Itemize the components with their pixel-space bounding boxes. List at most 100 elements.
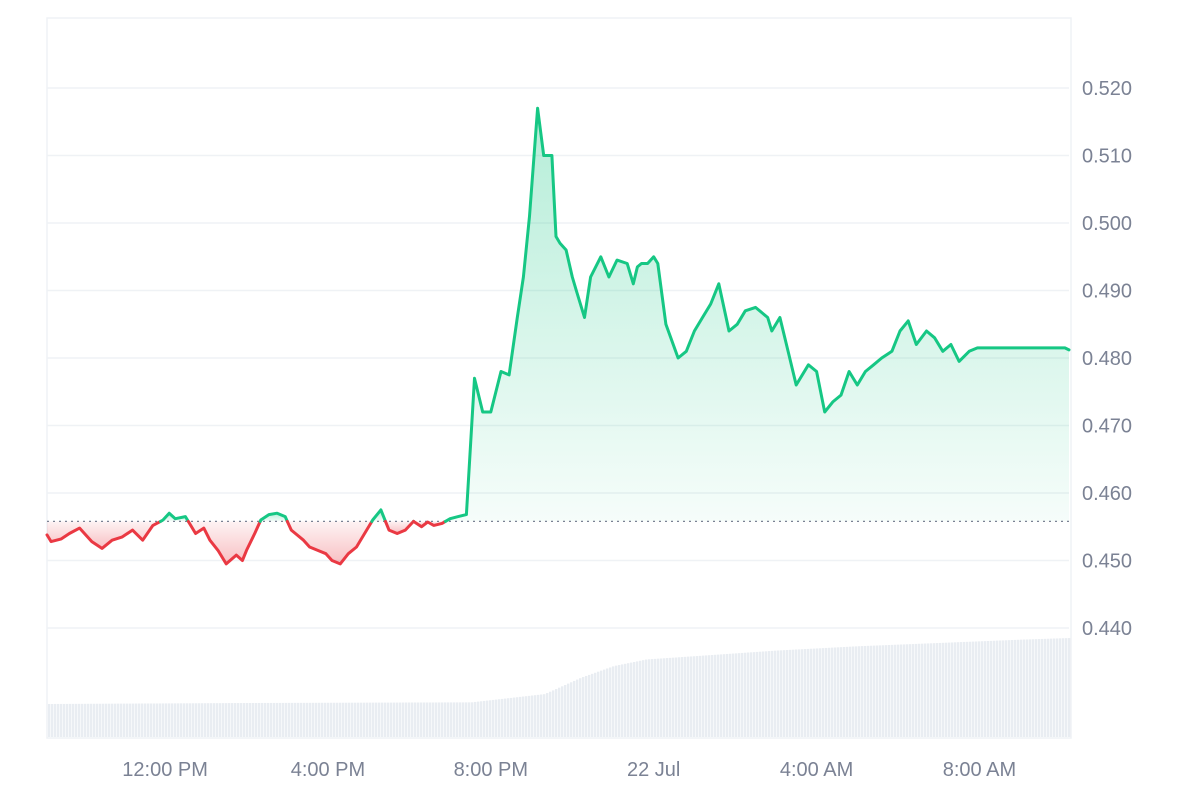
volume-bar xyxy=(798,649,801,737)
volume-bar xyxy=(651,659,654,737)
volume-bar xyxy=(528,695,531,737)
volume-bar xyxy=(627,663,630,737)
volume-bar xyxy=(360,702,363,737)
volume-bar xyxy=(207,703,210,737)
volume-bar xyxy=(624,663,627,737)
volume-bar xyxy=(822,648,825,737)
x-tick-label: 12:00 PM xyxy=(122,759,208,781)
volume-bar xyxy=(657,658,660,737)
volume-bar xyxy=(324,702,327,737)
volume-bar xyxy=(477,701,480,737)
volume-bar xyxy=(414,702,417,737)
volume-bar xyxy=(354,702,357,737)
volume-bar xyxy=(228,703,231,737)
volume-bar xyxy=(831,647,834,737)
volume-bar xyxy=(255,702,258,737)
volume-bar xyxy=(966,641,969,737)
volume-bar xyxy=(153,703,156,737)
volume-bar xyxy=(855,646,858,737)
volume-bar xyxy=(261,702,264,737)
volume-bar xyxy=(465,702,468,737)
volume-bar xyxy=(948,642,951,737)
volume-bar xyxy=(552,690,555,737)
volume-bar xyxy=(480,701,483,737)
volume-bars xyxy=(48,638,1071,737)
volume-bar xyxy=(570,682,573,737)
volume-bar xyxy=(426,702,429,737)
volume-bar xyxy=(1035,639,1038,737)
volume-bar xyxy=(165,703,168,737)
price-line-down xyxy=(384,519,415,535)
volume-bar xyxy=(849,646,852,737)
volume-bar xyxy=(918,643,921,737)
volume-bar xyxy=(300,702,303,737)
volume-bar xyxy=(510,697,513,737)
volume-bar xyxy=(963,641,966,737)
volume-bar xyxy=(357,702,360,737)
volume-bar xyxy=(750,652,753,737)
volume-bar xyxy=(972,641,975,737)
volume-bar xyxy=(108,703,111,737)
y-tick-label: 0.490 xyxy=(1082,281,1132,303)
volume-bar xyxy=(810,648,813,737)
volume-bar xyxy=(747,652,750,737)
volume-bar xyxy=(156,703,159,737)
volume-bar xyxy=(1014,639,1017,737)
volume-bar xyxy=(387,702,390,737)
volume-bar xyxy=(309,702,312,737)
volume-bar xyxy=(870,645,873,737)
volume-bar xyxy=(141,703,144,737)
volume-bar xyxy=(828,647,831,737)
volume-bar xyxy=(279,702,282,737)
volume-bar xyxy=(969,641,972,737)
volume-bar xyxy=(903,644,906,737)
volume-bar xyxy=(1059,638,1062,737)
volume-bar xyxy=(267,702,270,737)
y-tick-label: 0.470 xyxy=(1082,416,1132,438)
volume-bar xyxy=(792,649,795,737)
volume-bar xyxy=(276,702,279,737)
volume-bar xyxy=(615,665,618,737)
volume-bar xyxy=(846,646,849,737)
volume-bar xyxy=(60,703,63,737)
volume-bar xyxy=(129,703,132,737)
volume-bar xyxy=(876,645,879,737)
volume-bar xyxy=(420,702,423,737)
volume-bar xyxy=(738,653,741,737)
volume-bar xyxy=(630,662,633,737)
volume-bar xyxy=(339,702,342,737)
volume-bar xyxy=(771,650,774,737)
volume-bar xyxy=(954,642,957,737)
volume-bar xyxy=(525,696,528,737)
volume-bar xyxy=(753,652,756,737)
volume-bar xyxy=(999,640,1002,737)
volume-bar xyxy=(321,702,324,737)
volume-bar xyxy=(681,657,684,737)
volume-bar xyxy=(861,646,864,737)
volume-bar xyxy=(930,643,933,737)
volume-bar xyxy=(813,648,816,737)
volume-bar xyxy=(912,644,915,737)
volume-bar xyxy=(858,646,861,737)
volume-bar xyxy=(249,703,252,737)
volume-bar xyxy=(726,653,729,737)
volume-bar xyxy=(411,702,414,737)
volume-bar xyxy=(273,702,276,737)
volume-bar xyxy=(195,703,198,737)
volume-bar xyxy=(765,651,768,737)
volume-bar xyxy=(507,698,510,737)
volume-bar xyxy=(960,642,963,737)
volume-bar xyxy=(453,702,456,737)
price-line-up xyxy=(370,508,387,523)
volume-bar xyxy=(252,702,255,737)
volume-bar xyxy=(660,658,663,737)
volume-bar xyxy=(780,650,783,737)
volume-bar xyxy=(936,643,939,737)
y-tick-label: 0.460 xyxy=(1082,483,1132,505)
volume-bar xyxy=(486,700,489,737)
volume-bar xyxy=(981,641,984,737)
volume-bar xyxy=(786,650,789,737)
volume-bar xyxy=(138,703,141,737)
volume-bar xyxy=(432,702,435,737)
volume-bar xyxy=(390,702,393,737)
